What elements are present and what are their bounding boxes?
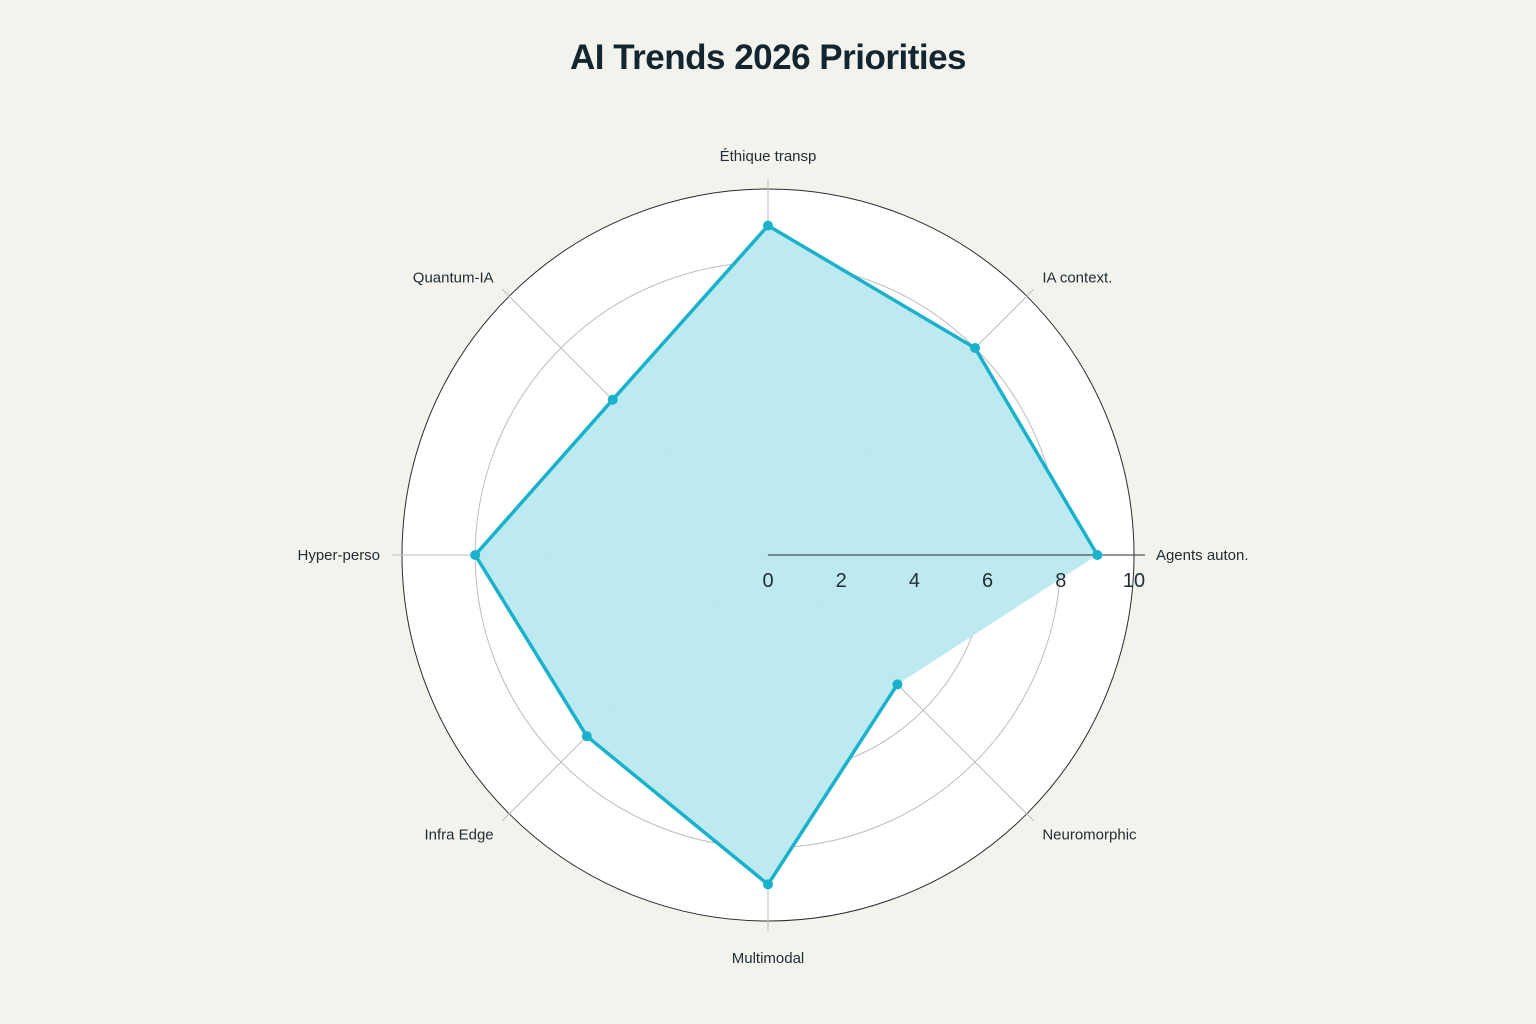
tick-label: 8 xyxy=(1055,570,1066,592)
category-label: Neuromorphic xyxy=(1042,826,1137,843)
category-label: Multimodal xyxy=(732,950,805,967)
data-point xyxy=(581,731,592,742)
data-point xyxy=(763,220,773,231)
tick-label: 10 xyxy=(1123,570,1145,592)
category-label: IA context. xyxy=(1042,270,1112,287)
data-point xyxy=(763,879,773,890)
tick-label: 2 xyxy=(836,570,847,592)
series-line xyxy=(473,223,1099,887)
category-labels: Agents auton. IA context. Éthique transp Qu… xyxy=(298,148,1249,967)
category-label: Éthique transp xyxy=(720,148,817,165)
data-point xyxy=(607,394,618,405)
category-label: Infra Edge xyxy=(424,826,493,843)
category-label: Hyper-perso xyxy=(298,547,381,564)
chart-title: AI Trends 2026 Priorities xyxy=(569,38,967,77)
data-point xyxy=(470,550,481,560)
category-label: Quantum-IA xyxy=(413,270,494,287)
tick-label: 0 xyxy=(762,570,773,592)
data-point xyxy=(892,679,903,690)
radial-tick-labels: 0 2 4 6 8 10 xyxy=(762,570,1145,592)
data-point xyxy=(1092,550,1103,560)
category-label: Agents auton. xyxy=(1156,547,1249,564)
tick-label: 4 xyxy=(909,570,920,592)
tick-label: 6 xyxy=(982,570,993,592)
series-points xyxy=(470,220,1103,890)
data-point xyxy=(970,342,981,353)
